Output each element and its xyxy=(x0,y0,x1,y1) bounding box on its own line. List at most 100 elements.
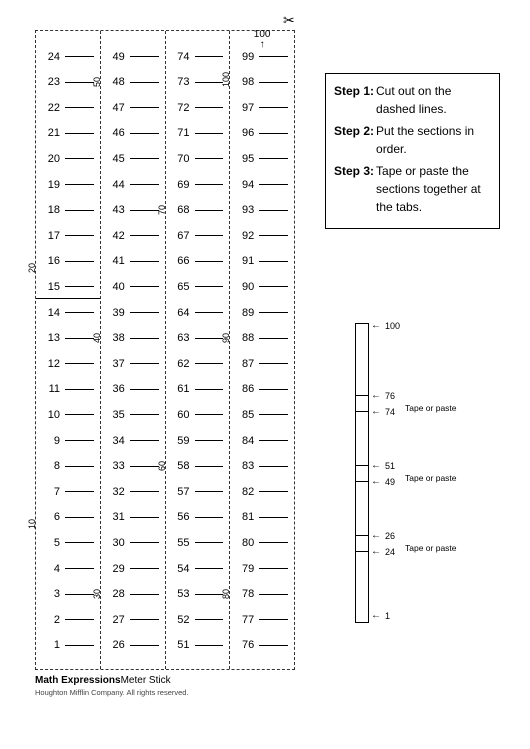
ruler-mark: 93 xyxy=(230,197,294,223)
ruler-mark: 57 xyxy=(166,479,230,505)
tick-mark xyxy=(259,210,288,211)
ruler-number: 18 xyxy=(36,204,62,216)
step-row: Step 2:Put the sections in order. xyxy=(334,122,491,158)
diagram-mark: ←74 xyxy=(371,406,395,417)
ruler-number: 53 xyxy=(166,588,192,600)
ruler-number: 8 xyxy=(36,460,62,472)
ruler-number: 84 xyxy=(230,435,256,447)
diagram-mark: ←26 xyxy=(371,530,395,541)
diagram-tick xyxy=(355,481,369,482)
ruler-mark: 52 xyxy=(166,607,230,633)
arrow-left-icon: ← xyxy=(371,320,381,331)
tick-mark xyxy=(259,133,288,134)
tick-mark xyxy=(259,440,288,441)
ruler-number: 65 xyxy=(166,281,192,293)
ruler-number: 30 xyxy=(101,537,127,549)
tick-mark xyxy=(130,158,159,159)
ruler-mark: 51 xyxy=(166,633,230,659)
diagram-mark-label: 76 xyxy=(385,391,395,401)
ruler-mark: 77 xyxy=(230,607,294,633)
ruler-mark: 46 xyxy=(101,121,165,147)
tick-mark xyxy=(259,107,288,108)
ruler-number: 9 xyxy=(36,435,62,447)
tick-mark xyxy=(259,184,288,185)
ruler-number: 86 xyxy=(230,383,256,395)
tick-mark xyxy=(259,261,288,262)
ruler-number: 39 xyxy=(101,307,127,319)
tick-mark xyxy=(130,542,159,543)
ruler-number: 12 xyxy=(36,358,62,370)
ruler-number: 2 xyxy=(36,614,62,626)
ruler-number: 68 xyxy=(166,204,192,216)
ruler-mark: 86 xyxy=(230,377,294,403)
step-row: Step 3:Tape or paste the sections togeth… xyxy=(334,162,491,216)
diagram-mark-label: 1 xyxy=(385,611,390,621)
ruler-number: 52 xyxy=(166,614,192,626)
footer-subtitle: Meter Stick xyxy=(121,675,171,686)
ruler-number: 93 xyxy=(230,204,256,216)
ruler-number: 72 xyxy=(166,102,192,114)
ruler-number: 59 xyxy=(166,435,192,447)
tick-mark xyxy=(65,594,94,595)
diagram-mark-label: 100 xyxy=(385,321,400,331)
tick-mark xyxy=(65,82,94,83)
tick-mark xyxy=(195,619,224,620)
ruler-number: 15 xyxy=(36,281,62,293)
ruler-number: 1 xyxy=(36,639,62,651)
ruler-number: 20 xyxy=(36,153,62,165)
tick-mark xyxy=(65,389,94,390)
ruler-mark: 38 xyxy=(101,325,165,351)
tick-mark xyxy=(65,235,94,236)
ruler-mark: 53 xyxy=(166,581,230,607)
ruler-mark: 95 xyxy=(230,146,294,172)
ruler-mark: 5 xyxy=(36,530,100,556)
tick-mark xyxy=(195,56,224,57)
ruler-mark: 92 xyxy=(230,223,294,249)
tick-mark xyxy=(130,133,159,134)
strip-2: 4948474645444342414039383736353433323130… xyxy=(101,31,166,669)
ruler-mark: 71 xyxy=(166,121,230,147)
tick-mark xyxy=(130,568,159,569)
tick-mark xyxy=(65,338,94,339)
ruler-number: 70 xyxy=(166,153,192,165)
ruler-mark: 99 xyxy=(230,44,294,70)
tick-mark xyxy=(195,210,224,211)
ruler-number: 19 xyxy=(36,179,62,191)
tick-mark xyxy=(195,645,224,646)
ruler-mark: 80 xyxy=(230,530,294,556)
ruler-number: 40 xyxy=(101,281,127,293)
ruler-number: 44 xyxy=(101,179,127,191)
ruler-mark: 64 xyxy=(166,300,230,326)
ruler-mark: 12 xyxy=(36,351,100,377)
ruler-mark: 72 xyxy=(166,95,230,121)
ruler-number: 82 xyxy=(230,486,256,498)
tick-mark xyxy=(195,440,224,441)
ruler-mark: 96 xyxy=(230,121,294,147)
diagram-mark: ←49 xyxy=(371,476,395,487)
ruler-mark: 42 xyxy=(101,223,165,249)
tick-mark xyxy=(259,82,288,83)
side-label: 30 xyxy=(92,589,102,599)
ruler-number: 67 xyxy=(166,230,192,242)
step-text: Cut out on the dashed lines. xyxy=(376,82,491,118)
ruler-number: 61 xyxy=(166,383,192,395)
side-label: 60 xyxy=(157,461,167,471)
tick-mark xyxy=(195,158,224,159)
tick-mark xyxy=(65,56,94,57)
ruler-number: 3 xyxy=(36,588,62,600)
tape-label: Tape or paste xyxy=(405,543,457,553)
ruler-mark: 45 xyxy=(101,146,165,172)
ruler-mark: 70 xyxy=(166,146,230,172)
tick-mark xyxy=(195,286,224,287)
ruler-mark: 29 xyxy=(101,556,165,582)
strip-4: 100↑999897969594939291908988878685848382… xyxy=(230,31,294,669)
step-row: Step 1:Cut out on the dashed lines. xyxy=(334,82,491,118)
side-label: 80 xyxy=(221,589,231,599)
ruler-number: 80 xyxy=(230,537,256,549)
tick-mark xyxy=(195,184,224,185)
diagram-tick xyxy=(355,551,369,552)
arrow-left-icon: ← xyxy=(371,530,381,541)
ruler-mark: 89 xyxy=(230,300,294,326)
ruler-mark: 82 xyxy=(230,479,294,505)
ruler-number: 81 xyxy=(230,511,256,523)
